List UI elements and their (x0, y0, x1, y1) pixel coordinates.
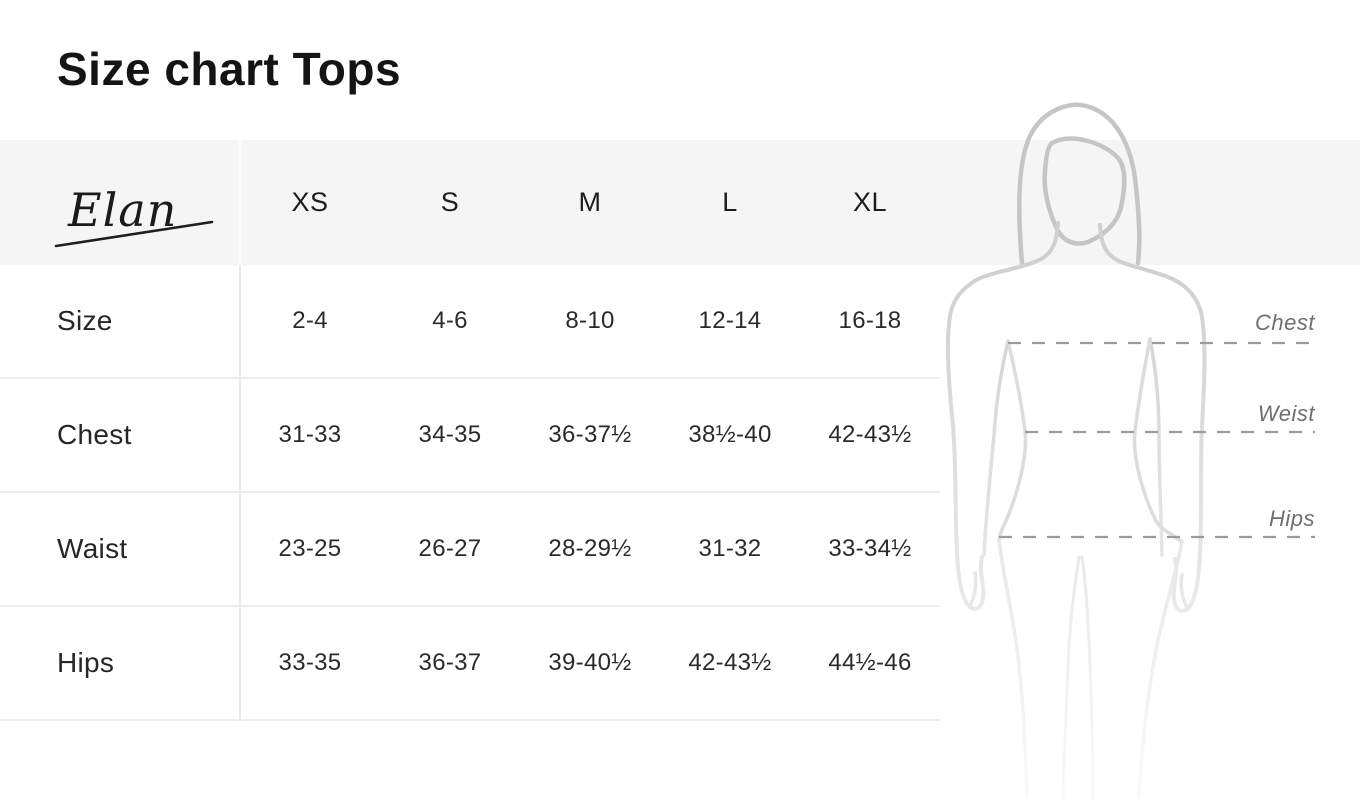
chest-measure-label: Chest (1255, 310, 1315, 335)
table-column-divider (239, 140, 241, 721)
row-label-hips: Hips (57, 647, 115, 678)
chest-xs-value: 31-33 (278, 421, 342, 448)
hips-xs-value: 33-35 (278, 649, 342, 676)
column-header-s: S (440, 187, 460, 217)
column-header-xl: XL (852, 187, 888, 217)
hips-l-value: 42-43½ (688, 649, 772, 676)
size-xs-value: 2-4 (292, 307, 328, 334)
brand-logo: Elan (54, 183, 214, 248)
right-leg-outer-outline (1137, 540, 1184, 799)
female-body-outline-illustration (945, 102, 1315, 801)
brand-logo-text: Elan (67, 183, 177, 237)
chest-s-value: 34-35 (418, 421, 482, 448)
left-leg-outer-outline (997, 538, 1029, 799)
right-shoulder-outline (1098, 223, 1203, 314)
waist-l-value: 31-32 (698, 535, 762, 562)
size-xl-value: 16-18 (838, 307, 902, 334)
size-table: XS S M L XL Size 2-4 4-6 8-10 12-14 16-1… (0, 140, 940, 721)
chest-l-value: 38½-40 (688, 421, 772, 448)
size-table-header-row: XS S M L XL (0, 140, 940, 265)
waist-xl-value: 33-34½ (828, 535, 912, 562)
left-arm-outline (945, 309, 986, 611)
weist-measure-label: Weist (1257, 401, 1315, 426)
left-shoulder-outline (949, 221, 1060, 313)
hips-measure-label: Hips (1268, 506, 1315, 531)
table-row-waist: Waist 23-25 26-27 28-29½ 31-32 33-34½ (0, 493, 940, 607)
waist-xs-value: 23-25 (278, 535, 342, 562)
brand-logo-underline (54, 220, 214, 248)
column-header-m: M (578, 187, 602, 217)
right-arm-inner-outline (1148, 337, 1164, 557)
chest-xl-value: 42-43½ (828, 421, 912, 448)
left-thumb-outline (968, 571, 978, 608)
right-arm-outline (1171, 310, 1207, 613)
hair-outline (1017, 102, 1142, 266)
size-s-value: 4-6 (432, 307, 468, 334)
waist-s-value: 26-27 (418, 535, 482, 562)
size-l-value: 12-14 (698, 307, 762, 334)
table-row-hips: Hips 33-35 36-37 39-40½ 42-43½ 44½-46 (0, 607, 940, 721)
column-header-l: L (722, 187, 738, 217)
table-row-size: Size 2-4 4-6 8-10 12-14 16-18 (0, 265, 940, 379)
right-leg-inner-outline (1080, 555, 1095, 801)
row-label-waist: Waist (57, 533, 128, 564)
right-torso-outline (1132, 337, 1184, 544)
left-arm-inner-outline (982, 339, 1010, 557)
left-leg-inner-outline (1061, 555, 1081, 801)
right-thumb-outline (1179, 573, 1189, 610)
hips-m-value: 39-40½ (548, 649, 632, 676)
column-header-xs: XS (291, 187, 329, 217)
row-label-size: Size (57, 305, 113, 336)
chest-m-value: 36-37½ (548, 421, 632, 448)
row-label-chest: Chest (57, 419, 132, 450)
hips-s-value: 36-37 (418, 649, 482, 676)
size-m-value: 8-10 (565, 307, 615, 334)
page-title: Size chart Tops (57, 43, 402, 95)
left-torso-outline (997, 339, 1028, 542)
table-row-chest: Chest 31-33 34-35 36-37½ 38½-40 42-43½ (0, 379, 940, 493)
hips-xl-value: 44½-46 (828, 649, 912, 676)
face-outline (1042, 136, 1127, 246)
waist-m-value: 28-29½ (548, 535, 632, 562)
